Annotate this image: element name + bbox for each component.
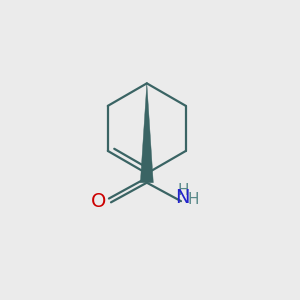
Text: H: H	[177, 183, 189, 198]
Polygon shape	[140, 83, 153, 183]
Text: O: O	[91, 192, 106, 211]
Text: H: H	[188, 192, 200, 207]
Text: N: N	[176, 188, 190, 206]
